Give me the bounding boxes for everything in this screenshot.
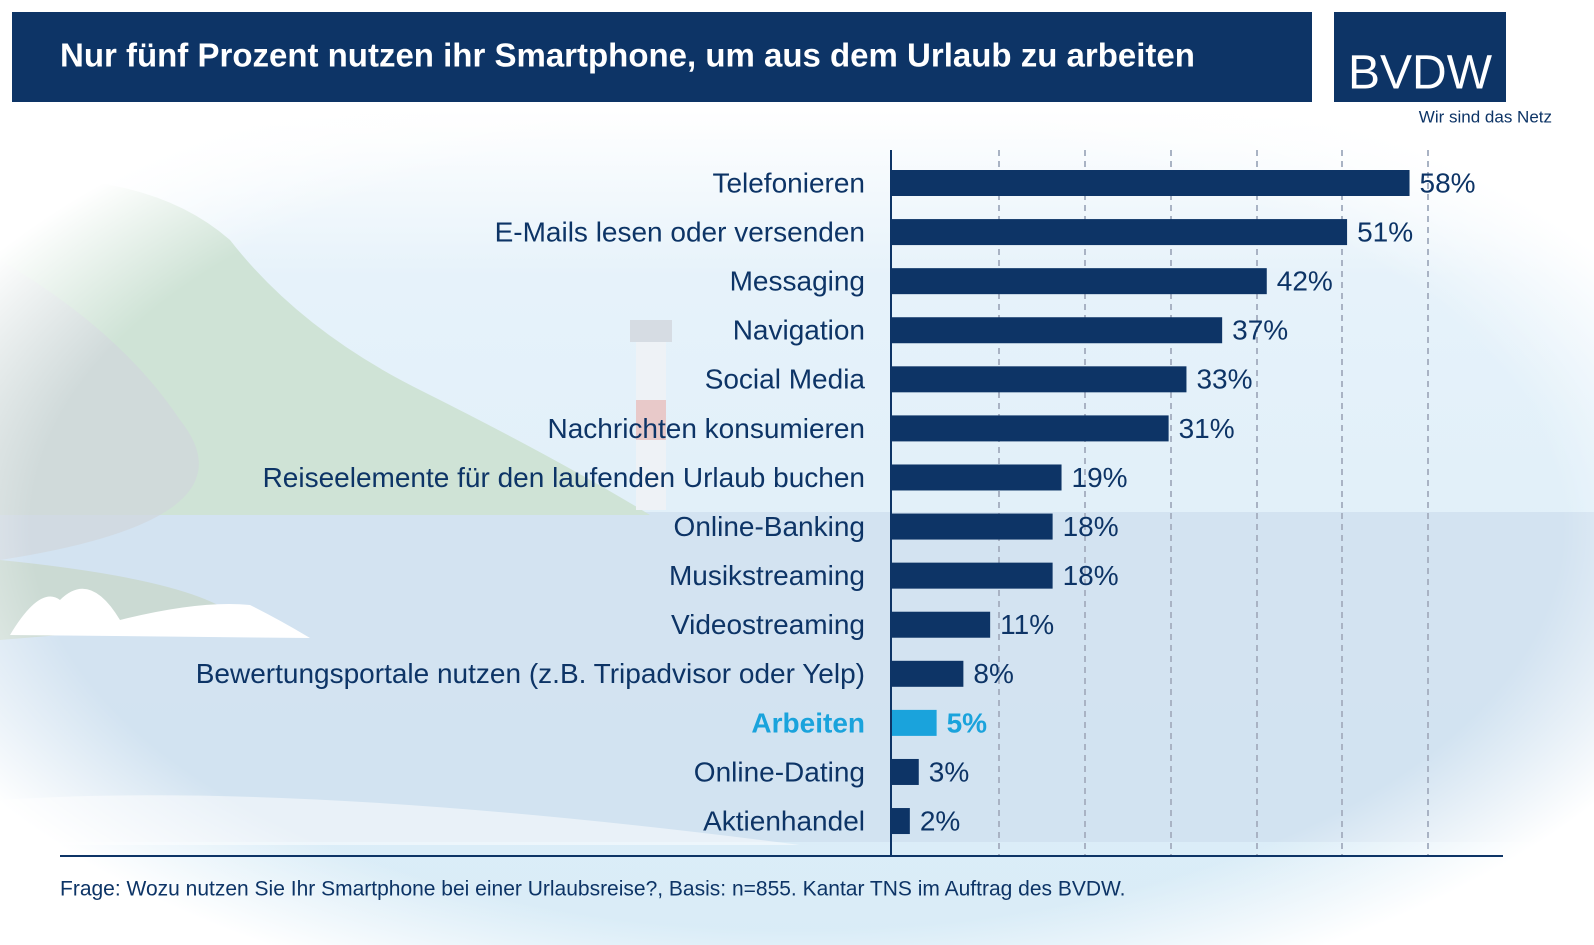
- logo-name: BVDW: [1348, 47, 1493, 100]
- grid: [998, 150, 1429, 856]
- value-label: 18%: [1063, 511, 1119, 542]
- title-bar: [12, 12, 1312, 102]
- value-label: 31%: [1179, 413, 1235, 444]
- value-label: 42%: [1277, 266, 1333, 297]
- category-label: Messaging: [730, 266, 865, 297]
- footnote: Frage: Wozu nutzen Sie Ihr Smartphone be…: [60, 878, 1126, 901]
- value-label: 3%: [929, 756, 969, 787]
- chart-title: Nur fünf Prozent nutzen ihr Smartphone, …: [60, 37, 1195, 74]
- bar: [892, 317, 1223, 344]
- category-label: Navigation: [733, 315, 865, 346]
- bar: [892, 562, 1053, 589]
- value-label: 8%: [973, 658, 1013, 689]
- bar: [892, 709, 937, 736]
- category-label: Aktienhandel: [703, 805, 865, 836]
- bar: [892, 513, 1053, 540]
- bar: [892, 660, 964, 687]
- bar: [892, 366, 1187, 393]
- value-label: 2%: [920, 805, 960, 836]
- category-label: Arbeiten: [751, 707, 865, 738]
- bar: [892, 268, 1267, 295]
- value-label: 11%: [1000, 609, 1054, 640]
- value-label: 58%: [1420, 167, 1476, 198]
- category-label: E-Mails lesen oder versenden: [495, 216, 865, 247]
- category-label: Musikstreaming: [669, 560, 865, 591]
- bar: [892, 415, 1169, 442]
- category-label: Bewertungsportale nutzen (z.B. Tripadvis…: [196, 658, 865, 689]
- bar: [892, 170, 1410, 196]
- category-label: Nachrichten konsumieren: [548, 413, 866, 444]
- bar: [892, 219, 1348, 246]
- category-label: Videostreaming: [671, 609, 865, 640]
- bar: [892, 611, 991, 638]
- value-label: 5%: [947, 707, 988, 738]
- bar: [892, 808, 910, 835]
- bar: [892, 464, 1062, 491]
- category-label: Online-Banking: [674, 511, 865, 542]
- logo-box: [1334, 12, 1506, 102]
- background: [0, 110, 1594, 945]
- category-label: Online-Dating: [694, 756, 865, 787]
- category-label: Telefonieren: [712, 167, 865, 198]
- value-label: 37%: [1232, 315, 1288, 346]
- category-label: Social Media: [705, 364, 866, 395]
- value-label: 51%: [1357, 216, 1413, 247]
- bar: [892, 758, 919, 785]
- category-label: Reiseelemente für den laufenden Urlaub b…: [263, 462, 865, 493]
- logo-tagline: Wir sind das Netz: [1419, 107, 1552, 126]
- value-label: 19%: [1072, 462, 1128, 493]
- value-label: 33%: [1196, 364, 1252, 395]
- value-label: 18%: [1063, 560, 1119, 591]
